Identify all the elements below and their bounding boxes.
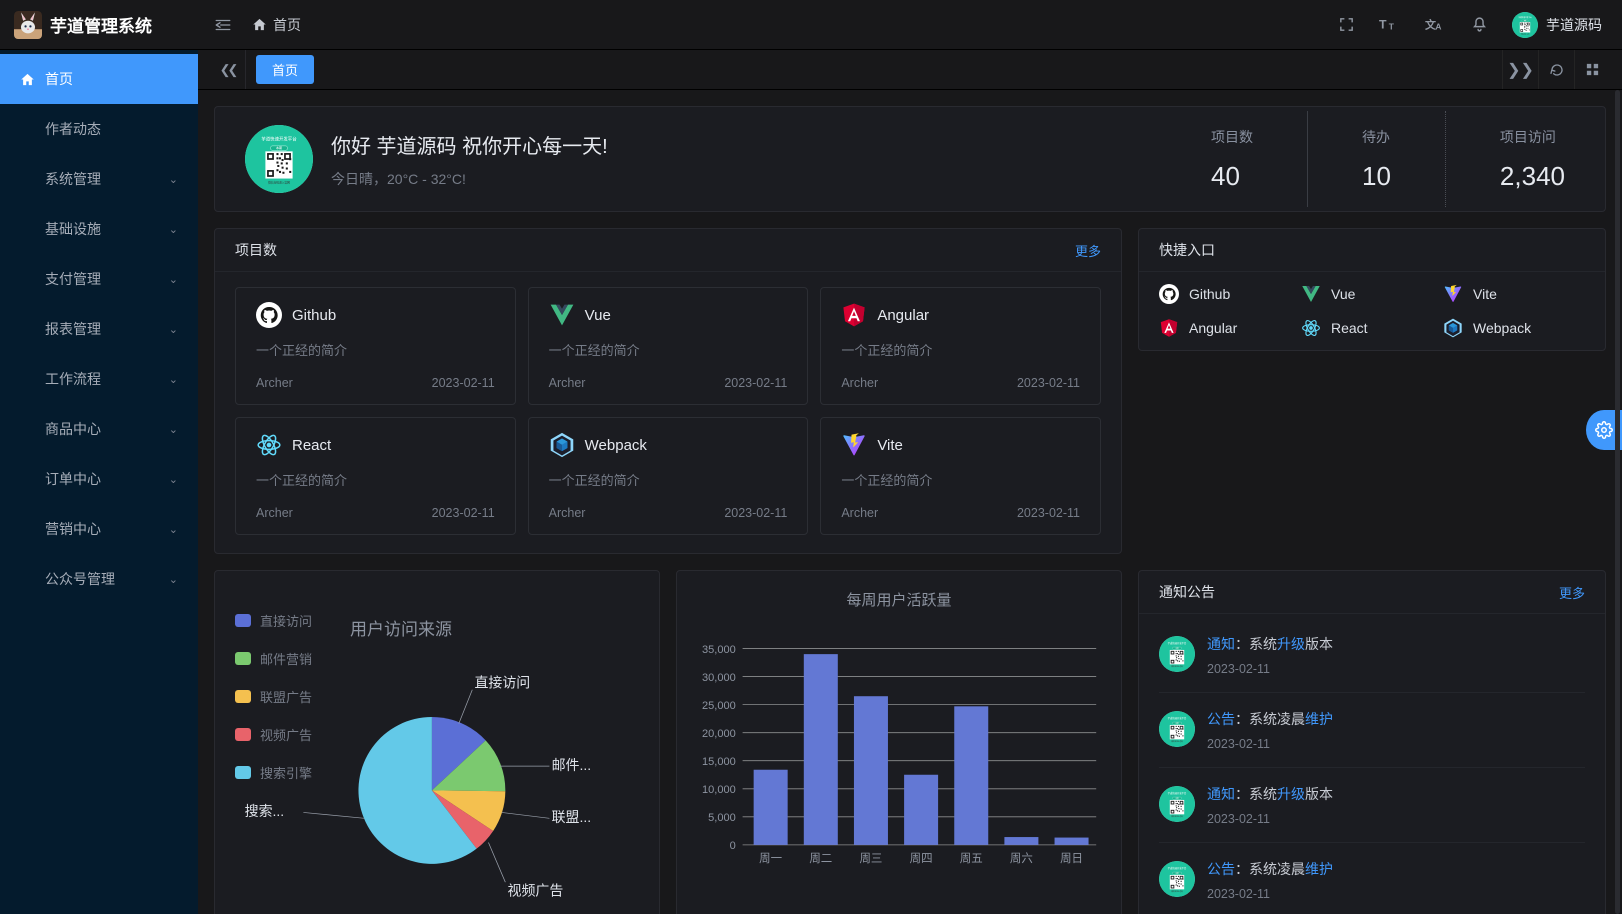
svg-text:35,000: 35,000 [702,644,736,656]
svg-text:视频广告: 视频广告 [508,882,564,898]
svg-text:周四: 周四 [910,852,933,865]
svg-text:周六: 周六 [1010,852,1033,865]
svg-text:周一: 周一 [759,852,782,865]
svg-text:15,000: 15,000 [702,756,736,768]
svg-text:周三: 周三 [859,852,882,865]
svg-text:25,000: 25,000 [702,700,736,712]
svg-text:直接访问: 直接访问 [474,675,530,691]
svg-text:T: T [1379,17,1387,31]
svg-text:周日: 周日 [1060,852,1083,865]
svg-text:0: 0 [730,840,736,852]
svg-text:10,000: 10,000 [702,784,736,796]
svg-text:搜索...: 搜索... [245,803,284,819]
svg-text:周五: 周五 [960,852,983,865]
svg-text:20,000: 20,000 [702,728,736,740]
svg-text:30,000: 30,000 [702,672,736,684]
svg-text:联盟...: 联盟... [552,809,592,825]
svg-text:邮件...: 邮件... [552,757,592,773]
svg-text:T: T [1389,22,1395,32]
svg-text:A: A [1435,22,1441,32]
svg-text:5,000: 5,000 [708,812,736,824]
svg-text:周二: 周二 [809,852,832,865]
